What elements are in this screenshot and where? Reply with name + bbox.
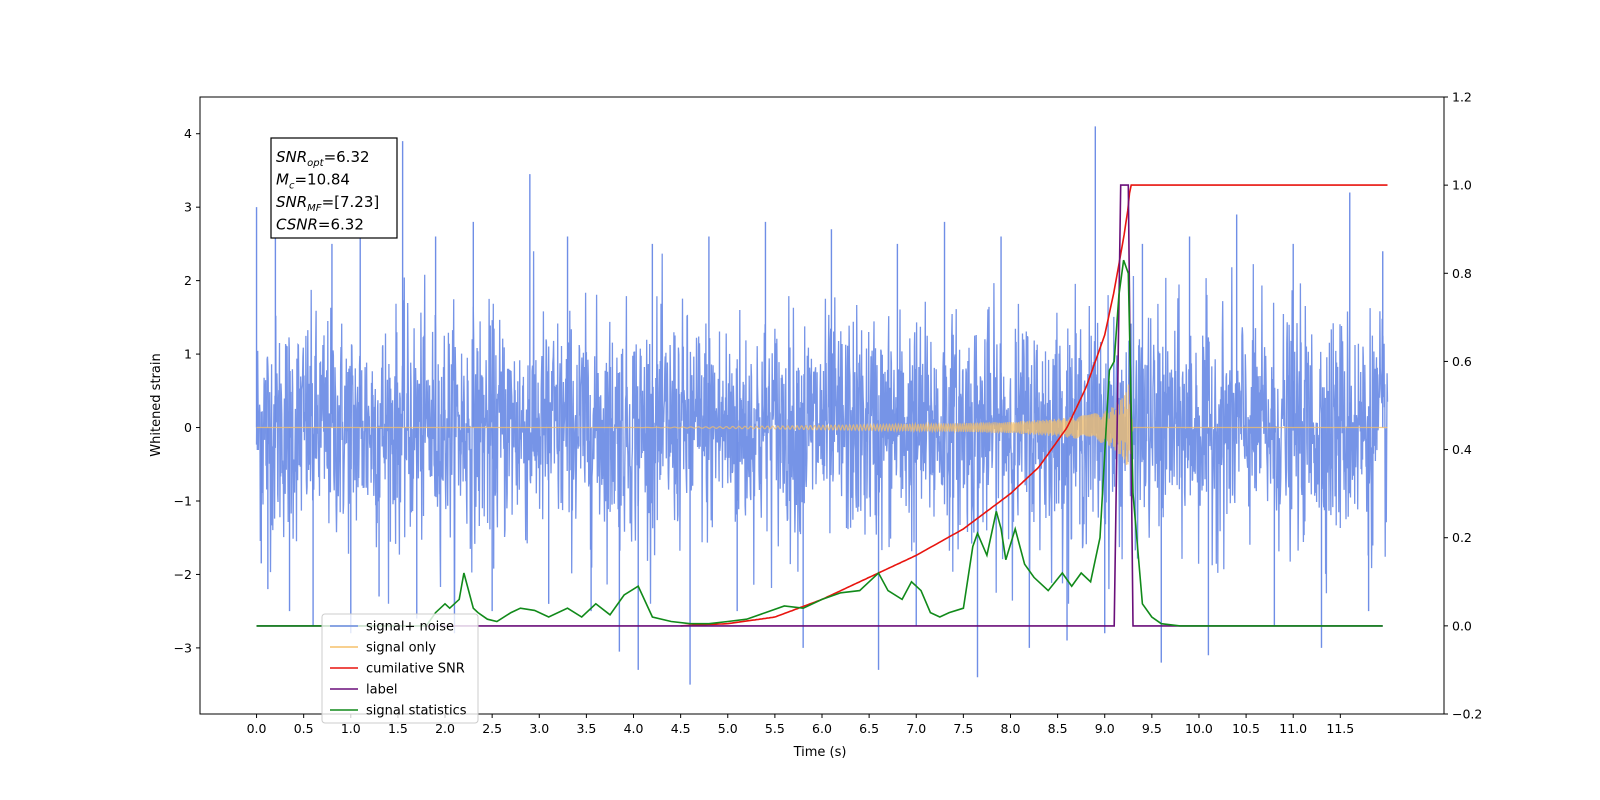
x-tick-label: 11.0	[1279, 721, 1307, 736]
y2-tick-label: 0.6	[1452, 354, 1472, 369]
x-tick-label: 0.5	[294, 721, 314, 736]
x-tick-label: 10.5	[1232, 721, 1260, 736]
legend-label: label	[366, 683, 397, 698]
y-tick-label: 3	[184, 200, 192, 215]
x-tick-label: 2.5	[482, 721, 502, 736]
legend-frame	[321, 613, 479, 724]
x-tick-label: 4.0	[624, 721, 644, 736]
x-tick-label: 2.0	[435, 721, 455, 736]
annotation-line: SNRopt=6.32	[276, 148, 370, 169]
y2-tick-label: −0.2	[1452, 707, 1482, 722]
x-tick-label: 1.0	[341, 721, 361, 736]
x-tick-label: 8.5	[1048, 721, 1068, 736]
annotation-line: CSNR=6.32	[276, 216, 364, 234]
y2-tick-label: 0.2	[1452, 530, 1472, 545]
noise-spikes	[255, 126, 1384, 685]
y2-tick-label: 0.8	[1452, 266, 1472, 281]
x-tick-label: 7.0	[906, 721, 926, 736]
x-tick-label: 1.5	[388, 721, 408, 736]
x-tick-label: 0.0	[247, 721, 267, 736]
y-tick-label: 4	[184, 126, 192, 141]
x-tick-label: 11.5	[1326, 721, 1354, 736]
legend-label: signal+ noise	[366, 620, 454, 635]
y2-tick-label: 0.4	[1452, 442, 1472, 457]
legend-label: signal statistics	[366, 704, 467, 719]
x-tick-label: 9.5	[1142, 721, 1162, 736]
y-axis-label: Whitened strain	[149, 353, 164, 456]
x-tick-label: 4.5	[671, 721, 691, 736]
y2-tick-label: 1.0	[1452, 178, 1472, 193]
y2-tick-label: 1.2	[1452, 90, 1472, 105]
x-tick-label: 8.0	[1001, 721, 1021, 736]
y-tick-label: 2	[184, 273, 192, 288]
x-tick-label: 3.0	[529, 721, 549, 736]
x-tick-label: 6.5	[859, 721, 879, 736]
legend: signal+ noise signal only cumilative SNR la…	[321, 613, 479, 724]
x-tick-label: 7.5	[953, 721, 973, 736]
x-tick-label: 9.0	[1095, 721, 1115, 736]
x-tick-label: 10.0	[1185, 721, 1213, 736]
series-signal-statistics	[256, 259, 1383, 627]
y-tick-label: 0	[184, 420, 192, 435]
x-tick-label: 3.5	[576, 721, 596, 736]
x-tick-label: 5.5	[765, 721, 785, 736]
y-tick-label: −1	[174, 493, 192, 508]
annotation-line: Mc=10.84	[276, 171, 350, 192]
series-signal-noise	[255, 251, 1389, 604]
x-tick-label: 5.0	[718, 721, 738, 736]
x-axis-label: Time (s)	[793, 745, 847, 760]
legend-label: cumilative SNR	[366, 662, 465, 677]
y-axis-left: −3 −2 −1 0 1 2 3 4	[174, 126, 200, 655]
x-axis: 0.0 0.5 1.0 1.5 2.0 2.5 3.0 3.5 4.0 4.5 5.0 5.5 6.0 6…	[247, 714, 1354, 736]
y-tick-label: −3	[174, 640, 192, 655]
y-tick-label: 1	[184, 347, 192, 362]
legend-label: signal only	[366, 641, 436, 656]
y-axis-right: −0.2 0.0 0.2 0.4 0.6 0.8 1.0 1.2	[1444, 90, 1482, 722]
annotation-frame	[270, 137, 398, 239]
annotation-line: SNRMF=[7.23]	[276, 193, 379, 214]
x-tick-label: 6.0	[812, 721, 832, 736]
y2-tick-label: 0.0	[1452, 618, 1472, 633]
plot-area	[255, 126, 1389, 685]
series-signal-only	[256, 384, 1388, 465]
y-tick-label: −2	[174, 567, 192, 582]
